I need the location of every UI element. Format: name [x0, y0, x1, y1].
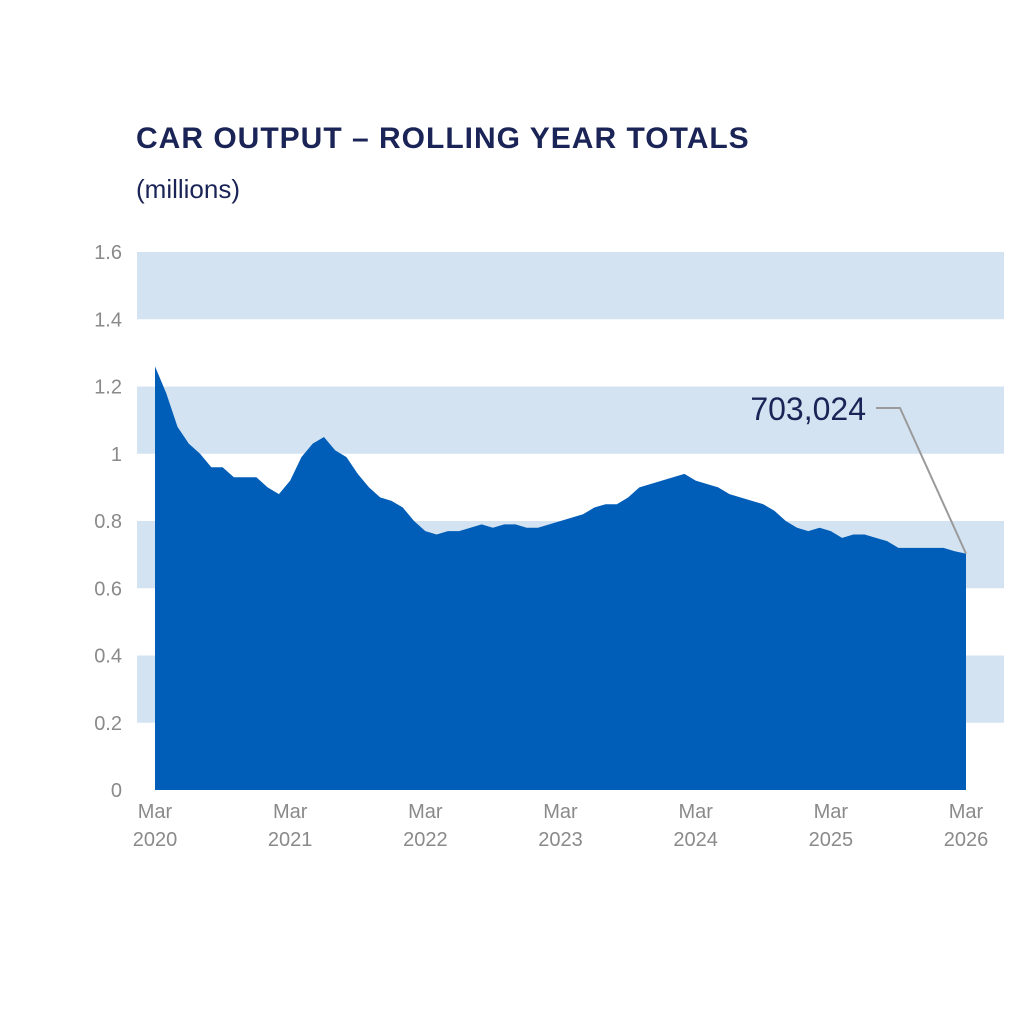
- value-label: 703,024: [750, 391, 866, 427]
- leader-line: [876, 407, 967, 555]
- grid-band: [137, 252, 1004, 320]
- y-tick-label: 1: [111, 444, 122, 466]
- y-tick-label: 0: [111, 780, 122, 802]
- x-tick-label: Mar 2026: [944, 801, 989, 851]
- chart-title: CAR OUTPUT – ROLLING YEAR TOTALS: [136, 122, 750, 155]
- y-tick-label: 0.2: [94, 713, 122, 735]
- y-tick-label: 0.8: [94, 511, 122, 533]
- x-tick-label: Mar 2021: [268, 801, 313, 851]
- x-tick-label: Mar 2023: [538, 801, 583, 851]
- y-tick-label: 1.6: [94, 242, 122, 264]
- chart-subtitle: (millions): [136, 174, 240, 204]
- area: [155, 366, 966, 790]
- y-tick-label: 1.2: [94, 377, 122, 399]
- grid-band: [137, 386, 1004, 454]
- x-tick-label: Mar 2024: [673, 801, 718, 851]
- y-tick-label: 0.4: [94, 646, 122, 668]
- x-tick-label: Mar 2025: [809, 801, 854, 851]
- y-tick-label: 1.4: [94, 309, 122, 331]
- y-tick-label: 0.6: [94, 578, 122, 600]
- x-tick-label: Mar 2022: [403, 801, 448, 851]
- x-tick-label: Mar 2020: [133, 801, 178, 851]
